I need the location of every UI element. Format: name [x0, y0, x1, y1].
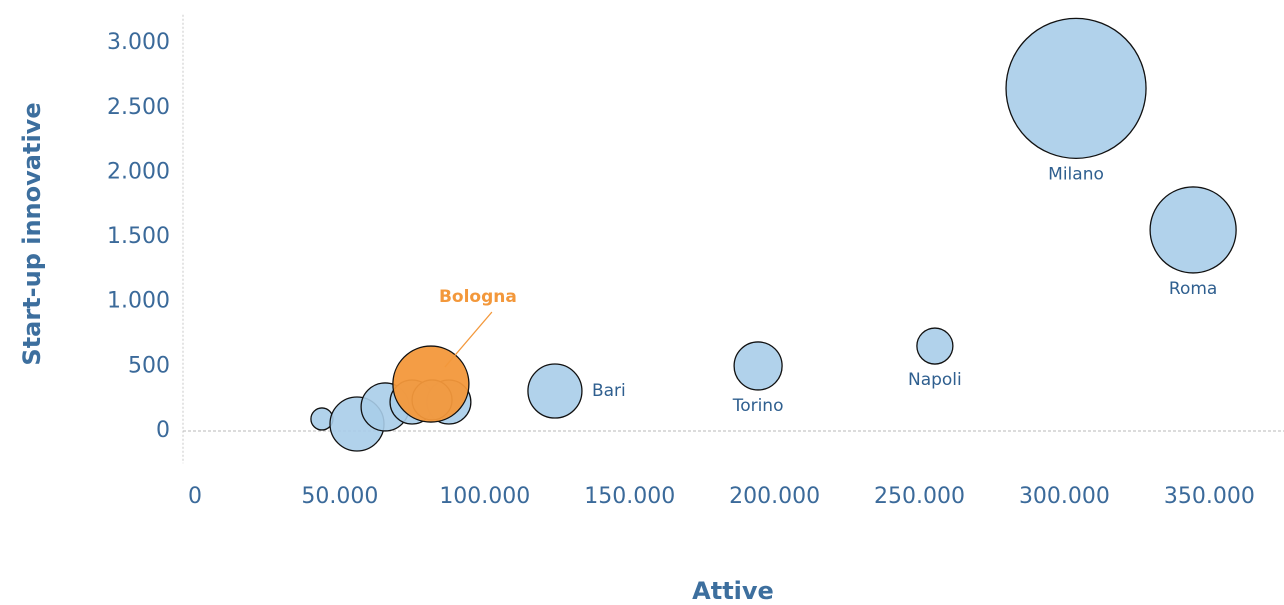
x-tick-label: 150.000 — [584, 484, 675, 509]
x-tick-label: 200.000 — [729, 484, 820, 509]
bubble — [1149, 186, 1237, 274]
y-tick-label: 3.000 — [107, 30, 170, 55]
point-label: Bologna — [439, 287, 517, 307]
point-label: Torino — [732, 396, 784, 416]
bubble — [733, 341, 783, 391]
y-axis-title: Start-up innovative — [18, 102, 46, 365]
leader-line — [444, 311, 493, 368]
point-label: Bari — [592, 381, 626, 401]
x-axis-title: Attive — [692, 577, 774, 605]
y-tick-label: 1.000 — [107, 289, 170, 314]
y-tick-label: 2.000 — [107, 159, 170, 184]
x-tick-label: 300.000 — [1019, 484, 1110, 509]
bubble — [916, 327, 954, 365]
point-label: Roma — [1169, 279, 1217, 299]
bubble — [527, 363, 583, 419]
x-tick-label: 100.000 — [439, 484, 530, 509]
x-tick-label: 250.000 — [874, 484, 965, 509]
point-label: Napoli — [908, 370, 962, 390]
y-tick-label: 2.500 — [107, 95, 170, 120]
y-tick-label: 0 — [156, 418, 170, 443]
x-tick-label: 350.000 — [1164, 484, 1255, 509]
x-tick-label: 50.000 — [301, 484, 378, 509]
x-tick-label: 0 — [188, 484, 202, 509]
y-tick-label: 500 — [128, 353, 170, 378]
bubble — [392, 345, 470, 423]
y-tick-label: 1.500 — [107, 224, 170, 249]
point-label: Milano — [1048, 164, 1104, 184]
bubble — [1005, 17, 1147, 160]
